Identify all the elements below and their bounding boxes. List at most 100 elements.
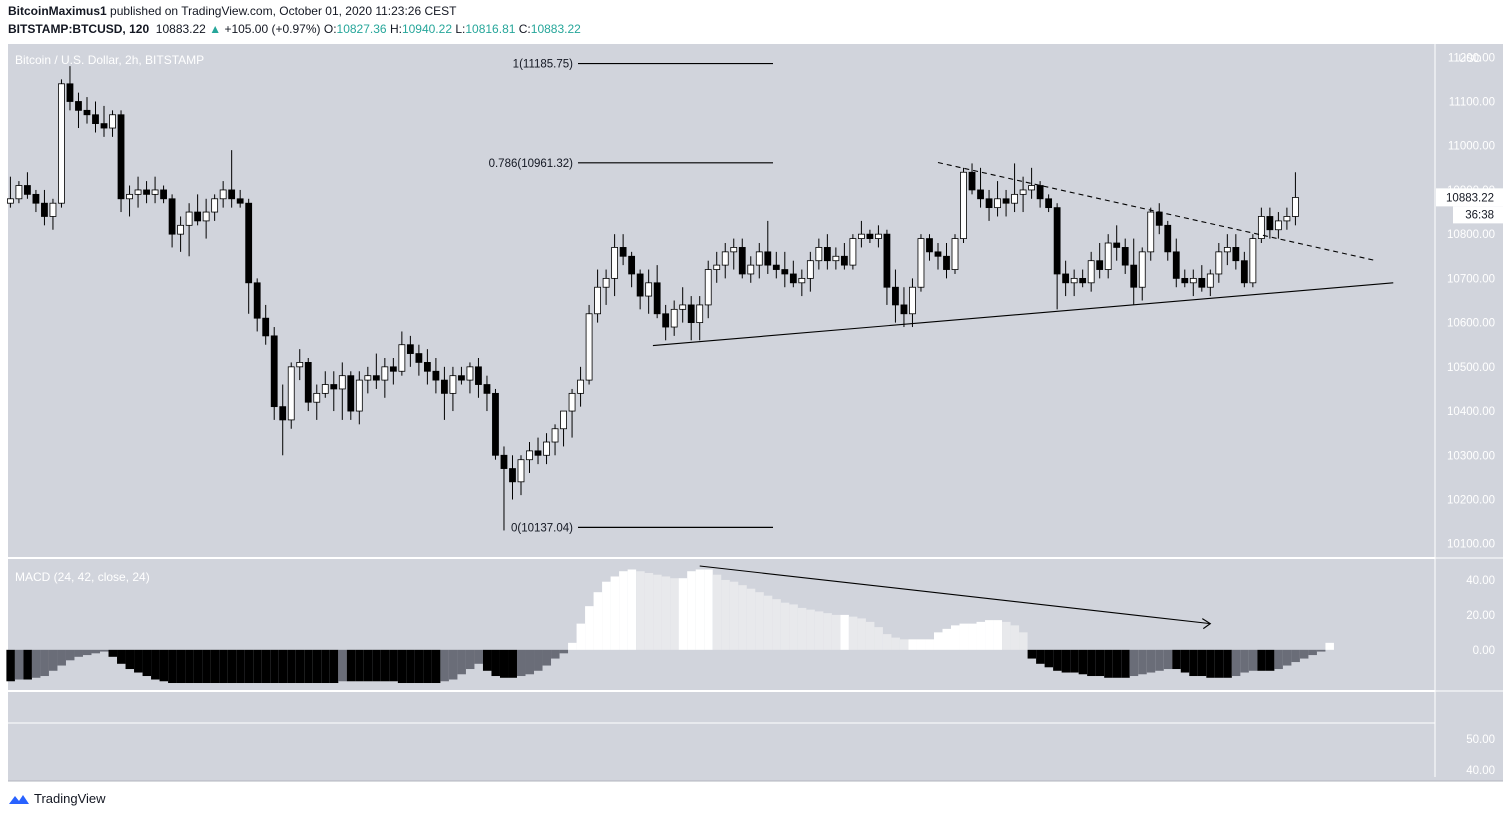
candle-body-up — [7, 198, 14, 204]
candle-body-up — [321, 384, 329, 394]
candle-body-down — [1130, 264, 1138, 288]
macd-histogram-bar — [525, 649, 535, 675]
candle — [372, 353, 380, 389]
macd-histogram-bar — [653, 574, 662, 650]
macd-histogram-bar — [185, 649, 194, 684]
candle — [228, 150, 236, 208]
candle-body-up — [1206, 273, 1214, 288]
macd-histogram-bar — [619, 571, 628, 650]
macd-histogram-bar — [168, 649, 177, 684]
macd-histogram-bar — [278, 649, 288, 684]
candle-body-down — [228, 189, 236, 200]
macd-histogram-bar — [210, 649, 220, 684]
candle-body-down — [1232, 247, 1240, 262]
macd-histogram-bar — [968, 623, 977, 650]
author-name[interactable]: BitcoinMaximus1 — [8, 4, 107, 18]
candle-body-down — [253, 282, 261, 319]
macd-histogram-bar — [423, 649, 432, 684]
y-tick-label: 10500.00 — [1447, 362, 1495, 374]
candle-body-down — [415, 353, 423, 363]
macd-histogram-bar — [82, 649, 92, 656]
macd-histogram-bar — [406, 649, 415, 684]
macd-histogram-bar — [976, 621, 986, 650]
candle-body-down — [781, 269, 789, 275]
candle-body-down — [738, 247, 746, 275]
candle-body-down — [423, 362, 431, 372]
candle — [423, 349, 431, 385]
candle-body-down — [245, 202, 253, 284]
candle — [840, 243, 848, 270]
candle — [568, 388, 576, 438]
candle — [526, 442, 533, 473]
macd-histogram-bar — [542, 649, 552, 666]
candle — [415, 344, 423, 376]
macd-histogram-bar — [159, 649, 169, 682]
candle — [696, 296, 704, 341]
candle-body-up — [1087, 260, 1095, 284]
macd-histogram-bar — [219, 649, 228, 684]
candle-body-down — [764, 251, 772, 266]
macd-histogram-bar — [1223, 649, 1232, 678]
candle — [1274, 212, 1282, 239]
macd-trendline — [699, 565, 1211, 625]
main-pane — [8, 44, 1435, 557]
candle — [1087, 251, 1095, 292]
candle — [1062, 260, 1070, 297]
macd-histogram-bar — [287, 649, 296, 684]
candle — [858, 220, 865, 248]
candle — [645, 269, 653, 314]
footer-brand[interactable]: TradingView — [8, 791, 106, 806]
macd-histogram-bar — [780, 602, 790, 650]
candle — [134, 176, 142, 208]
candle — [1257, 207, 1265, 244]
candle-body-down — [270, 335, 278, 408]
macd-histogram-bar — [729, 581, 739, 650]
candle — [338, 362, 346, 420]
candle — [1070, 269, 1078, 297]
y-tick-label: 11100.00 — [1449, 96, 1495, 108]
candle — [185, 203, 193, 257]
candle-body-down — [892, 286, 899, 306]
candle — [1011, 163, 1018, 213]
macd-histogram-bar — [91, 649, 100, 654]
chart-canvas[interactable]: Bitcoin / U.S. Dollar, 2h, BITSTAMP USD11… — [0, 42, 1509, 784]
macd-histogram-bar — [1095, 649, 1105, 677]
macd-histogram-bar — [491, 649, 500, 677]
macd-histogram-bar — [593, 592, 603, 650]
candle — [1147, 207, 1155, 261]
macd-histogram-bar — [1189, 649, 1198, 677]
candle-body-up — [1249, 238, 1257, 284]
macd-histogram-bar — [482, 649, 492, 671]
candle — [1249, 234, 1257, 288]
candle-body-down — [66, 83, 74, 102]
macd-histogram-bar — [1027, 649, 1037, 659]
macd-histogram-bar — [1206, 649, 1215, 678]
candle — [849, 234, 857, 270]
macd-histogram-bar — [372, 649, 381, 682]
candle — [7, 176, 14, 208]
macd-histogram-bar — [151, 649, 160, 680]
macd-histogram-bar — [925, 639, 934, 650]
time-axis-bar — [8, 777, 1503, 781]
candle-body-down — [636, 273, 644, 297]
candle — [202, 198, 210, 239]
macd-histogram-bar — [338, 649, 347, 682]
macd-tick-label: 0.00 — [1473, 645, 1495, 657]
candle — [1028, 167, 1035, 199]
candle-body-up — [1215, 251, 1223, 275]
macd-histogram-bar — [397, 649, 407, 684]
candle — [755, 243, 763, 279]
candle-body-up — [1189, 277, 1197, 284]
candle — [611, 234, 619, 297]
macd-histogram-bar — [1087, 649, 1096, 677]
candle-body-up — [1147, 211, 1155, 253]
last-price-label: 10883.22 — [1446, 192, 1494, 204]
candle — [926, 234, 933, 261]
candle — [985, 189, 993, 221]
macd-histogram-bar — [985, 620, 994, 650]
candle-body-up — [594, 286, 601, 315]
candle — [92, 101, 99, 133]
candle — [1164, 220, 1172, 261]
candle-body-down — [500, 454, 508, 469]
candle — [509, 455, 516, 500]
